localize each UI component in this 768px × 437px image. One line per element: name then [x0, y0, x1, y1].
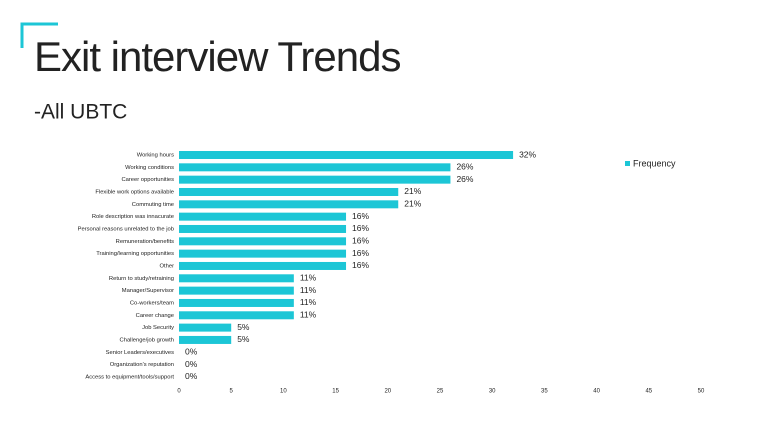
y-tick-label: Senior Leaders/executives [106, 350, 174, 356]
slide-subtitle: -All UBTC [34, 101, 127, 124]
bar [179, 323, 232, 332]
x-tick-label: 10 [280, 389, 287, 395]
bar [179, 274, 294, 283]
x-tick-label: 5 [230, 389, 234, 395]
value-label: 11% [300, 310, 317, 320]
x-tick-label: 50 [698, 389, 705, 395]
y-tick-label: Flexible work options available [95, 190, 174, 196]
bar [179, 286, 294, 295]
y-tick-label: Organization's reputation [110, 362, 174, 368]
value-label: 5% [237, 322, 250, 332]
value-label: 0% [185, 371, 198, 381]
x-tick-label: 20 [384, 389, 391, 395]
y-tick-label: Manager/Supervisor [122, 288, 174, 294]
value-label: 16% [352, 248, 369, 258]
value-label: 16% [352, 260, 369, 270]
y-tick-label: Co-workers/team [130, 300, 174, 306]
bar [179, 335, 232, 344]
value-label: 0% [185, 347, 198, 357]
x-tick-label: 15 [332, 389, 339, 395]
value-label: 21% [404, 199, 421, 209]
y-tick-label: Career opportunities [121, 177, 174, 183]
bar [179, 187, 399, 196]
value-label: 26% [456, 174, 473, 184]
value-label: 26% [456, 162, 473, 172]
slide-title: Exit interview Trends [34, 33, 400, 80]
y-tick-label: Working hours [137, 153, 174, 159]
x-tick-label: 0 [177, 389, 181, 395]
value-label: 21% [404, 186, 421, 196]
y-tick-label: Remuneration/benefits [116, 239, 174, 245]
bar [179, 261, 347, 270]
y-tick-label: Other [160, 264, 175, 270]
bar [179, 237, 347, 246]
y-tick-label: Career change [136, 313, 174, 319]
bar [179, 200, 399, 209]
x-tick-label: 30 [489, 389, 496, 395]
value-label: 11% [300, 297, 317, 307]
bar [179, 175, 451, 184]
value-label: 16% [352, 211, 369, 221]
y-tick-label: Commuting time [132, 202, 174, 208]
y-tick-label: Role description was innacurate [92, 214, 174, 220]
x-tick-label: 35 [541, 389, 548, 395]
value-label: 11% [300, 273, 317, 283]
y-tick-label: Access to equipment/tools/support [85, 374, 174, 380]
legend-label: Frequency [633, 158, 676, 168]
y-tick-label: Personal reasons unrelated to the job [78, 227, 174, 233]
value-label: 5% [237, 334, 250, 344]
y-tick-label: Return to study/retraining [109, 276, 174, 282]
x-tick-label: 25 [437, 389, 444, 395]
bar [179, 151, 514, 159]
x-tick-label: 40 [593, 389, 600, 395]
value-label: 16% [352, 223, 369, 233]
y-tick-label: Job Security [142, 325, 174, 331]
bar [179, 212, 347, 221]
value-label: 16% [352, 236, 369, 246]
y-tick-label: Working conditions [125, 165, 174, 171]
bar [179, 298, 294, 307]
legend-swatch [625, 161, 630, 166]
y-tick-label: Challenge/job growth [120, 337, 174, 343]
value-label: 32% [519, 149, 536, 159]
bar [179, 249, 347, 258]
bar [179, 163, 451, 172]
value-label: 11% [300, 285, 317, 295]
x-tick-label: 45 [645, 389, 652, 395]
bar [179, 311, 294, 320]
bar [179, 224, 347, 233]
y-tick-label: Training/learning opportunities [96, 251, 174, 257]
value-label: 0% [185, 359, 198, 369]
corner-accent [20, 22, 58, 48]
